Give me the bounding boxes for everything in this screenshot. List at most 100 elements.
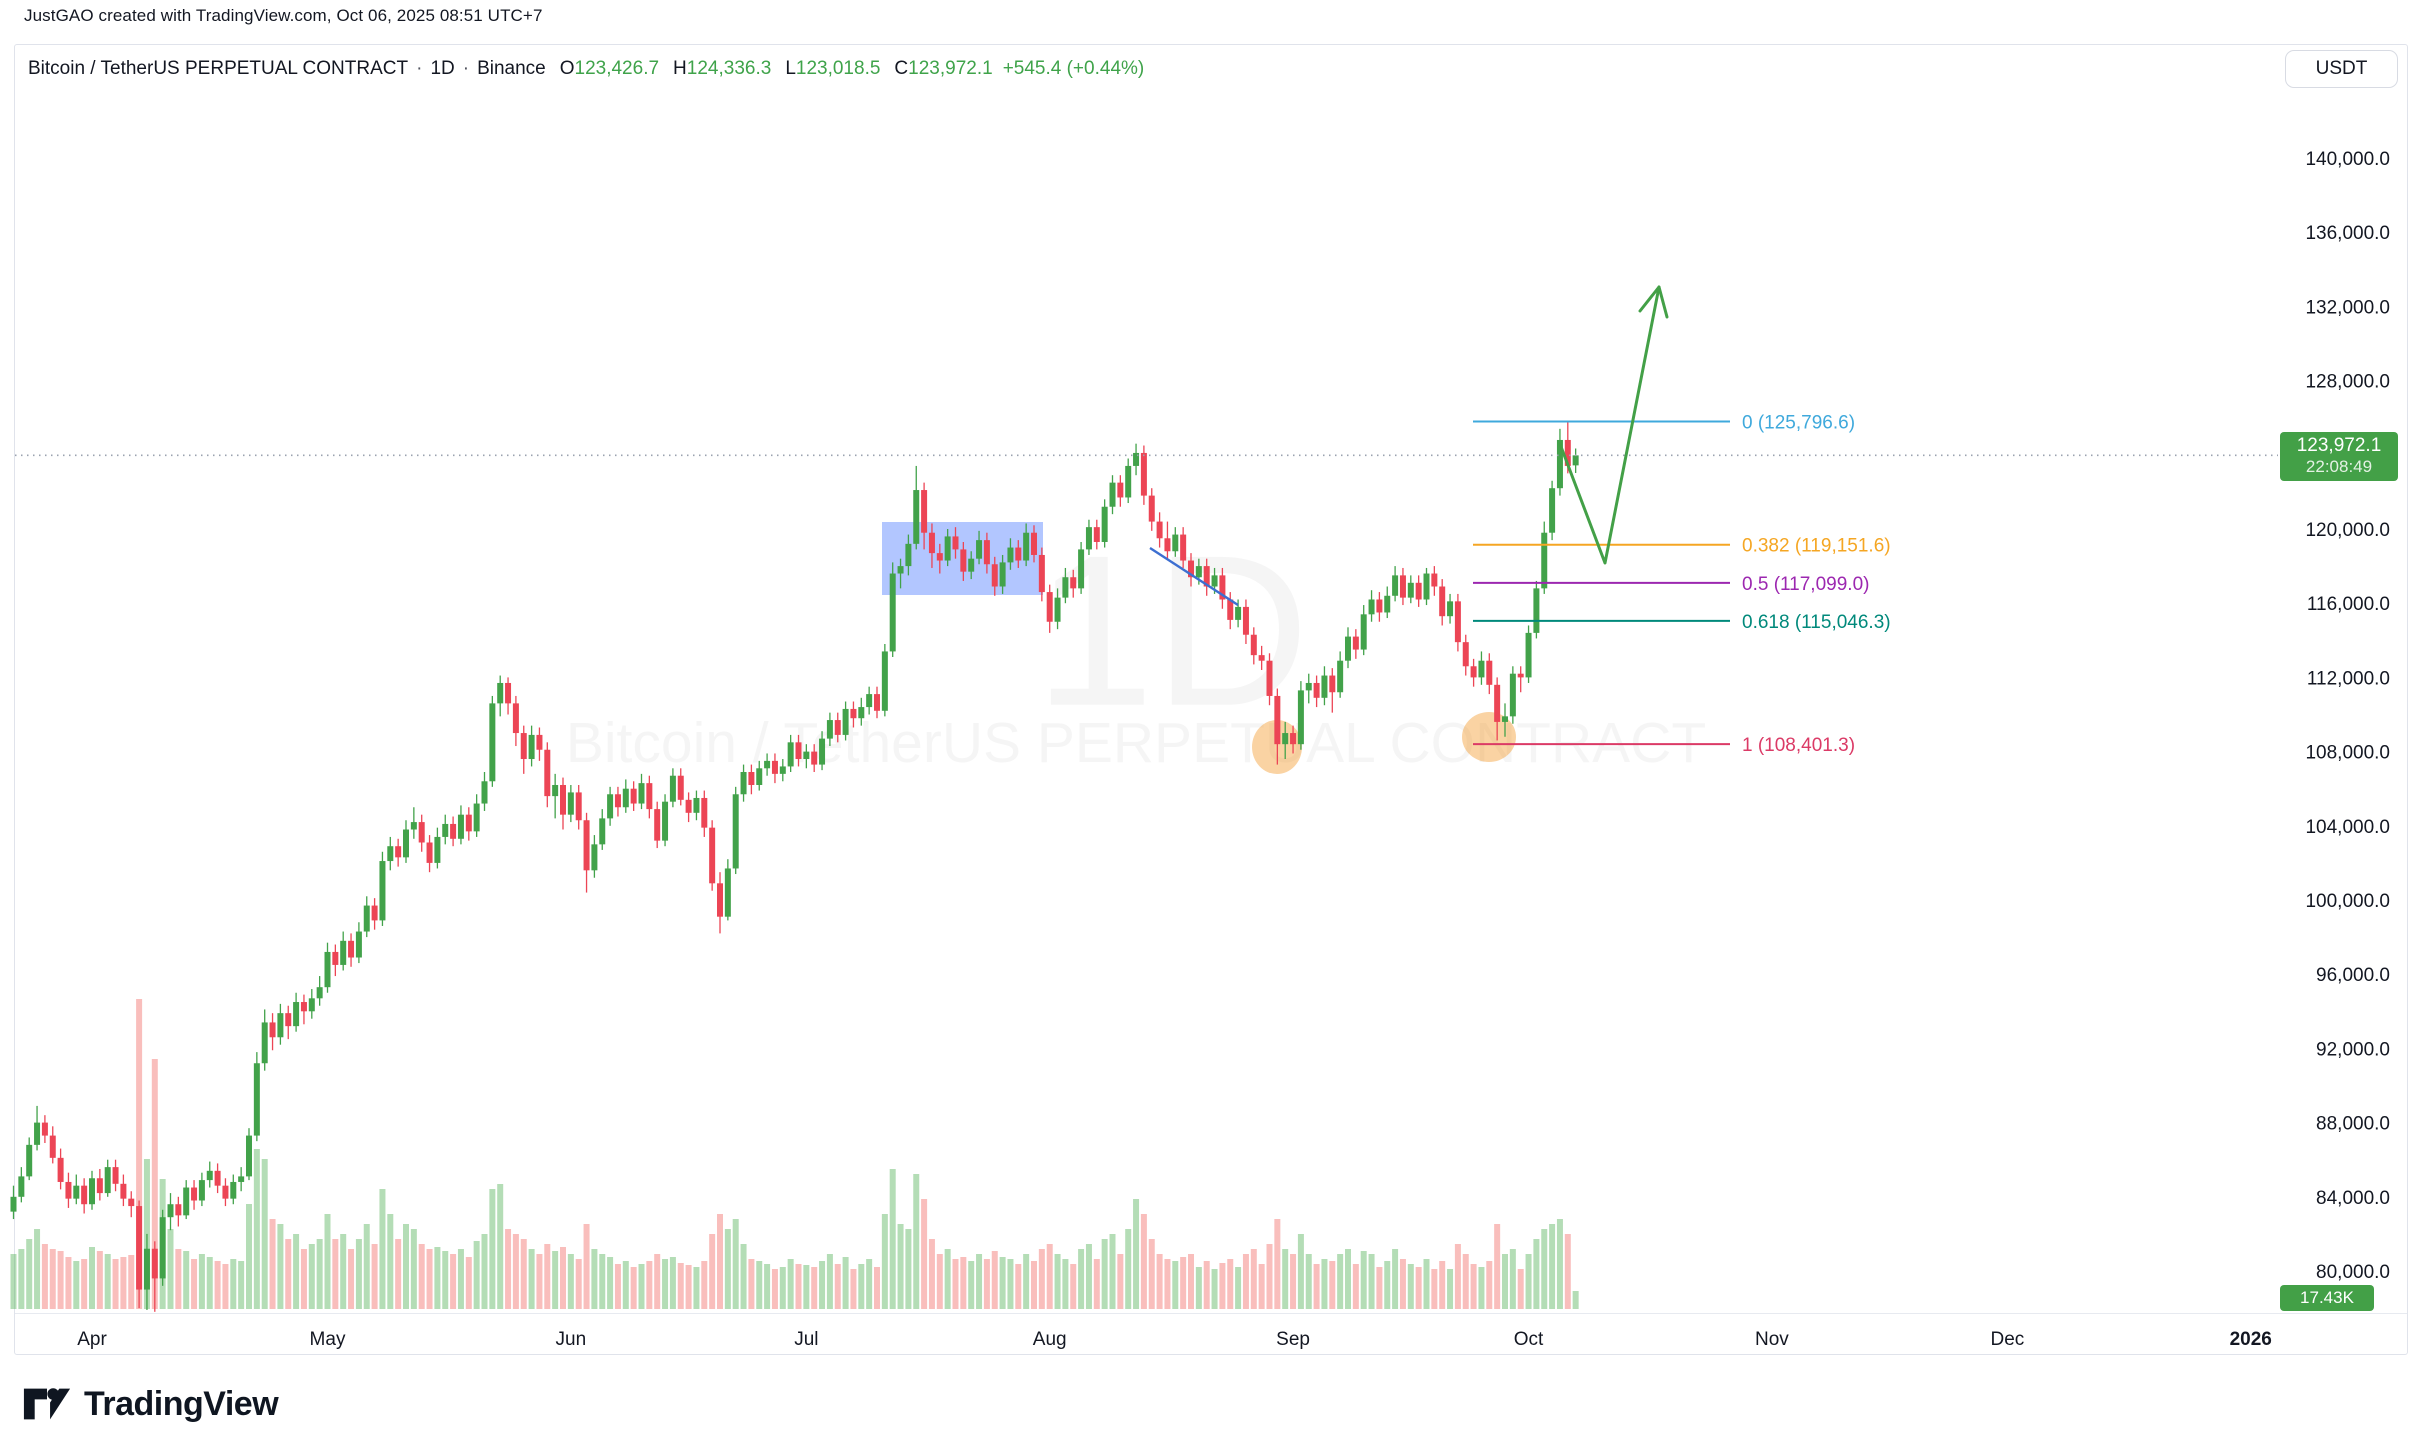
candle-body <box>1156 521 1163 539</box>
candle-body <box>1517 673 1524 678</box>
volume-bar <box>1321 1259 1328 1309</box>
candle-body <box>787 742 794 767</box>
candle-body <box>858 707 865 719</box>
volume-bar <box>316 1239 323 1309</box>
candle-body <box>1062 577 1069 598</box>
volume-bar <box>1195 1267 1202 1309</box>
candle-body <box>371 905 378 921</box>
volume-bar <box>1376 1267 1383 1309</box>
candle-body <box>897 566 904 574</box>
volume-bar <box>238 1261 245 1309</box>
candle-body <box>1572 455 1579 466</box>
volume-bar <box>128 1255 135 1309</box>
volume-bar <box>81 1259 88 1309</box>
candle-body <box>465 814 472 832</box>
fib-level-label: 1 (108,401.3) <box>1742 735 1855 756</box>
candle-body <box>175 1204 182 1216</box>
candle-body <box>426 842 433 863</box>
volume-bar <box>1407 1264 1414 1309</box>
candle-body <box>73 1185 80 1199</box>
volume-bar <box>34 1229 41 1309</box>
candle-body <box>18 1176 25 1197</box>
candle-body <box>1352 636 1359 650</box>
candle-body <box>1345 636 1351 661</box>
volume-bar <box>591 1249 598 1309</box>
volume-bar <box>928 1239 935 1309</box>
candle-body <box>355 931 362 958</box>
volume-bar <box>583 1224 590 1309</box>
candle-body <box>1556 439 1563 489</box>
interval-label[interactable]: 1D <box>430 58 455 79</box>
candle-body <box>1093 527 1100 542</box>
symbol-title[interactable]: Bitcoin / TetherUS PERPETUAL CONTRACT <box>28 58 409 79</box>
candle-body <box>528 734 535 760</box>
volume-bar <box>1549 1224 1556 1309</box>
candle-body <box>1211 575 1218 587</box>
candle-body <box>740 772 747 795</box>
candle-body <box>26 1144 33 1177</box>
candle-body <box>1172 534 1179 552</box>
fib-level-label: 0.382 (119,151.6) <box>1742 536 1891 557</box>
volume-bar <box>960 1257 967 1309</box>
volume-bar <box>308 1244 315 1309</box>
volume-bar <box>246 1204 252 1309</box>
volume-bar <box>756 1261 763 1309</box>
candle-body <box>481 781 488 804</box>
candle-body <box>685 799 692 813</box>
candle-body <box>952 536 959 550</box>
candle-body <box>222 1185 229 1199</box>
volume-bar <box>536 1254 543 1309</box>
candle-body <box>112 1167 119 1184</box>
volume-bar <box>1227 1259 1234 1309</box>
candle-body <box>921 490 928 533</box>
volume-bar <box>685 1265 692 1309</box>
candle-body <box>1282 733 1289 745</box>
last-price-value: 123,972.1 <box>2296 435 2382 456</box>
volume-bar <box>1282 1249 1289 1309</box>
volume-bar <box>1117 1254 1124 1309</box>
volume-bar <box>1203 1261 1210 1309</box>
volume-bar <box>866 1259 873 1309</box>
candle-body <box>1297 690 1304 745</box>
candle-body <box>795 742 802 760</box>
candle-body <box>332 951 339 965</box>
time-axis-label: Jun <box>556 1329 587 1350</box>
candle-body <box>128 1198 135 1207</box>
chart-widget-card <box>14 44 2408 1355</box>
volume-bar <box>489 1189 496 1309</box>
candle-body <box>905 543 912 567</box>
candle-body <box>552 784 559 797</box>
volume-bar <box>253 1149 260 1309</box>
candle-body <box>340 940 347 965</box>
low-value: 123,018.5 <box>795 58 881 79</box>
tradingview-logo-icon <box>23 1388 71 1420</box>
candle-body <box>348 940 355 958</box>
candle-body <box>779 766 786 774</box>
volume-bar <box>151 1059 158 1309</box>
volume-bar <box>1140 1214 1147 1309</box>
volume-bar <box>481 1234 488 1309</box>
volume-bar <box>819 1261 826 1309</box>
volume-bar <box>395 1239 402 1309</box>
volume-bar <box>183 1251 190 1309</box>
volume-bar <box>96 1251 103 1309</box>
volume-bar <box>677 1263 684 1309</box>
candle-body <box>607 794 614 819</box>
candle-body <box>457 814 464 839</box>
candle-body <box>230 1181 237 1199</box>
volume-bar <box>206 1257 213 1309</box>
tradingview-logo[interactable]: TradingView <box>22 1384 279 1424</box>
volume-bar <box>403 1224 409 1309</box>
candle-body <box>968 558 975 572</box>
candle-body <box>764 760 771 769</box>
volume-bar <box>65 1257 72 1309</box>
currency-toggle-button[interactable]: USDT <box>2285 50 2398 88</box>
candle-body <box>583 820 590 871</box>
candle-body <box>1329 675 1336 693</box>
volume-bar <box>709 1234 716 1309</box>
candle-body <box>1070 577 1077 589</box>
volume-bar <box>607 1257 614 1309</box>
candle-body <box>1478 660 1485 678</box>
volume-bar <box>724 1229 731 1309</box>
